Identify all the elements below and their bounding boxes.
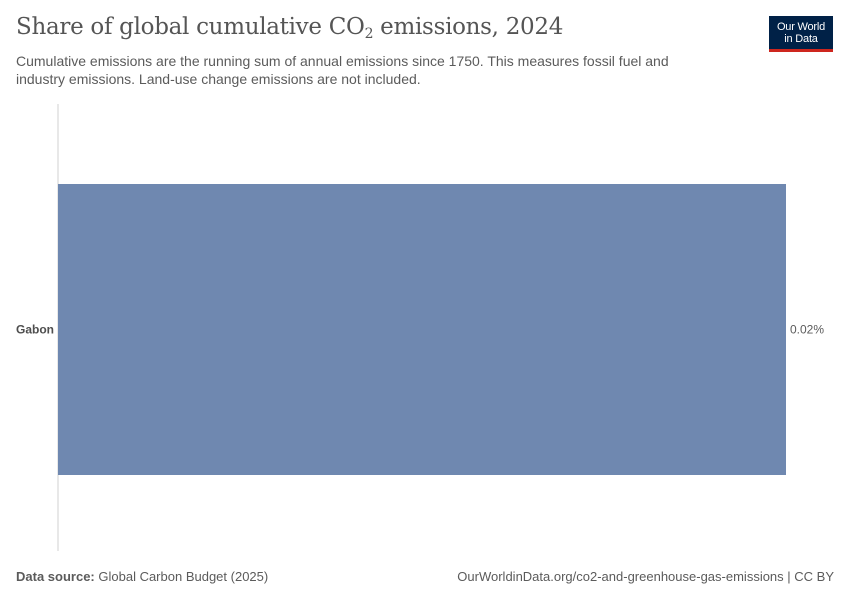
chart-subtitle: Cumulative emissions are the running sum… <box>16 53 669 87</box>
logo-line-1: Our World <box>776 20 826 33</box>
owid-logo[interactable]: Our World in Data <box>769 16 833 52</box>
chart-url[interactable]: OurWorldinData.org/co2-and-greenhouse-ga… <box>457 569 834 584</box>
data-source-link[interactable]: Global Carbon Budget (2025) <box>98 569 269 584</box>
data-source-label: Data source: <box>16 569 95 584</box>
bar-gabon[interactable] <box>58 184 786 475</box>
logo-line-2: in Data <box>784 32 818 45</box>
chart-title: Share of global cumulative CO2 emissions… <box>16 14 564 42</box>
title-subscript: 2 <box>364 26 374 42</box>
value-label: 0.02% <box>790 323 824 337</box>
data-source: Data source: Global Carbon Budget (2025) <box>16 569 268 584</box>
title-main: Share of global cumulative CO <box>16 14 365 40</box>
category-label: Gabon <box>16 323 54 337</box>
title-end: emissions, 2024 <box>373 14 564 40</box>
